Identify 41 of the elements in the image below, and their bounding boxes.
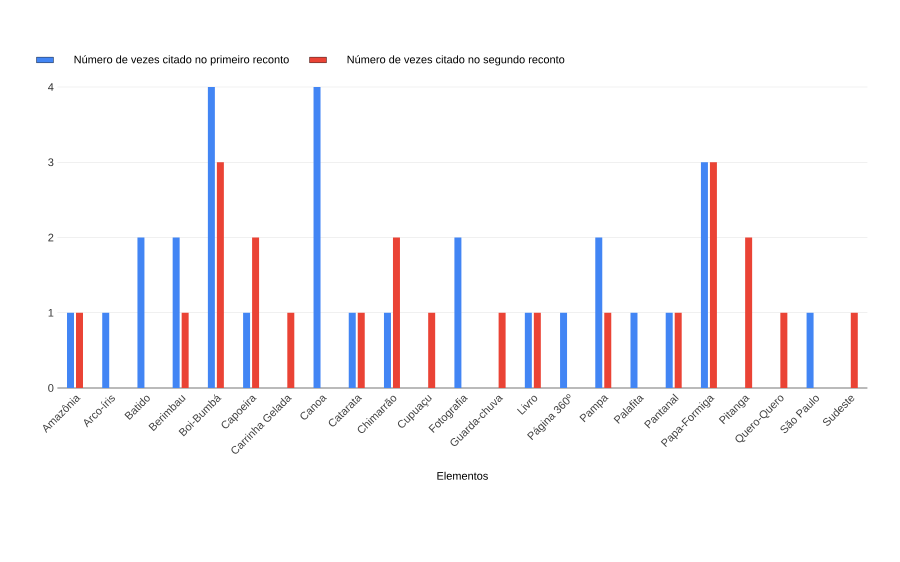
bar bbox=[348, 312, 356, 388]
bar bbox=[850, 312, 858, 388]
bar bbox=[710, 162, 717, 388]
bar bbox=[172, 238, 180, 388]
bar bbox=[287, 312, 294, 388]
bar bbox=[674, 312, 682, 388]
bar bbox=[392, 238, 400, 388]
y-tick-label: 1 bbox=[48, 308, 54, 317]
y-tick-label: 3 bbox=[48, 158, 54, 166]
bar bbox=[745, 238, 752, 388]
x-axis-title: Elementos bbox=[437, 472, 488, 480]
bar bbox=[534, 312, 541, 388]
bar bbox=[630, 312, 638, 388]
bar bbox=[208, 87, 215, 388]
bar bbox=[780, 312, 788, 388]
y-tick-label: 0 bbox=[48, 384, 54, 392]
y-tick-label: 4 bbox=[48, 83, 54, 91]
y-tick-label: 2 bbox=[48, 234, 54, 242]
legend-label: Número de vezes citado no primeiro reconto bbox=[74, 55, 289, 66]
bar bbox=[137, 238, 144, 388]
bar bbox=[666, 312, 673, 388]
bar bbox=[595, 238, 602, 388]
bar bbox=[243, 312, 250, 388]
bar bbox=[252, 238, 260, 388]
bar bbox=[604, 312, 612, 388]
bar bbox=[102, 312, 110, 388]
bar bbox=[560, 312, 568, 388]
bar bbox=[524, 312, 532, 388]
bar bbox=[806, 312, 814, 388]
bar bbox=[700, 162, 708, 388]
bar bbox=[67, 312, 74, 388]
bar bbox=[428, 312, 436, 388]
bar bbox=[498, 312, 506, 388]
bar bbox=[216, 162, 224, 388]
bar bbox=[358, 312, 365, 388]
bar bbox=[454, 238, 462, 388]
bar bbox=[314, 87, 321, 388]
legend-label: Número de vezes citado no segundo reconto bbox=[348, 55, 564, 66]
bar bbox=[182, 312, 189, 388]
bar bbox=[384, 312, 391, 388]
bar bbox=[76, 312, 83, 388]
